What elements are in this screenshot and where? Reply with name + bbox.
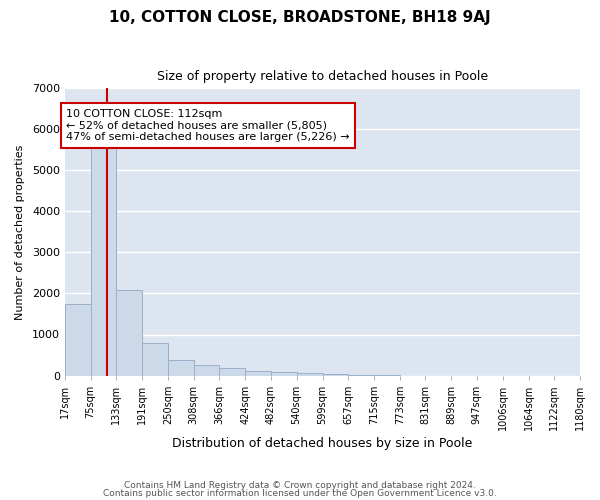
Bar (220, 368, 245, 376)
Bar (116, 290, 142, 376)
Bar (296, 374, 323, 376)
Text: 10, COTTON CLOSE, BROADSTONE, BH18 9AJ: 10, COTTON CLOSE, BROADSTONE, BH18 9AJ (109, 10, 491, 25)
Text: 10 COTTON CLOSE: 112sqm
← 52% of detached houses are smaller (5,805)
47% of semi: 10 COTTON CLOSE: 112sqm ← 52% of detache… (66, 109, 350, 142)
Title: Size of property relative to detached houses in Poole: Size of property relative to detached ho… (157, 70, 488, 83)
Bar (194, 366, 220, 376)
Bar (245, 371, 271, 376)
Bar (168, 360, 194, 376)
Text: Contains HM Land Registry data © Crown copyright and database right 2024.: Contains HM Land Registry data © Crown c… (124, 481, 476, 490)
Bar (323, 374, 349, 376)
Y-axis label: Number of detached properties: Number of detached properties (15, 144, 25, 320)
Bar (142, 342, 168, 376)
X-axis label: Distribution of detached houses by size in Poole: Distribution of detached houses by size … (172, 437, 473, 450)
Bar (271, 372, 296, 376)
Text: Contains public sector information licensed under the Open Government Licence v3: Contains public sector information licen… (103, 488, 497, 498)
Bar (91, 140, 116, 376)
Bar (65, 304, 91, 376)
Bar (349, 375, 374, 376)
